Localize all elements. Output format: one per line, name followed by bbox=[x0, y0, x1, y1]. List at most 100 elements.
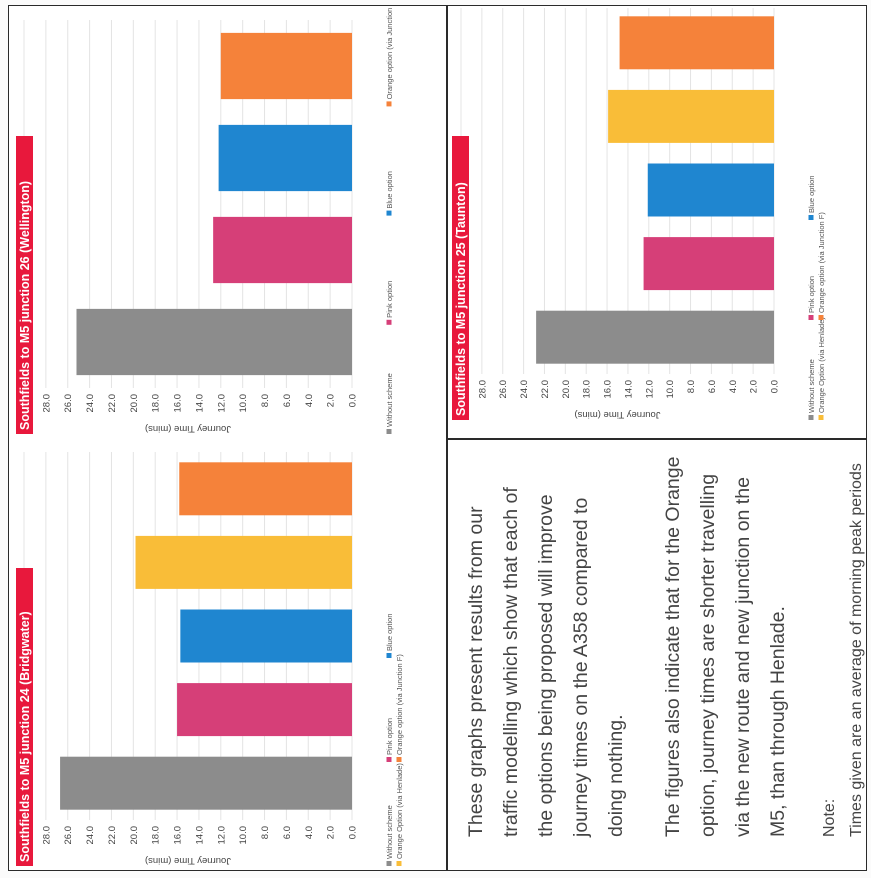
y-tick-label: 28.0 bbox=[41, 394, 52, 413]
legend-swatch bbox=[386, 861, 392, 866]
y-axis-label: Journey Time (mins) bbox=[145, 855, 231, 866]
y-tick-label: 28.0 bbox=[477, 380, 488, 399]
legend-item-blue-option: Blue option bbox=[807, 175, 816, 220]
y-axis-label: Journey Time (mins) bbox=[145, 423, 231, 434]
y-tick-label: 2.0 bbox=[749, 380, 760, 393]
y-tick-label: 0.0 bbox=[348, 394, 359, 407]
y-tick-label: 10.0 bbox=[238, 826, 249, 845]
y-axis-label: Journey Time (mins) bbox=[574, 409, 660, 420]
y-tick-label: 4.0 bbox=[304, 826, 315, 839]
bar-orange-option-via-henlade bbox=[608, 89, 774, 143]
panel-divider-horizontal bbox=[446, 438, 867, 440]
y-tick-label: 24.0 bbox=[519, 380, 530, 399]
y-tick-label: 0.0 bbox=[348, 826, 359, 839]
bar-without-scheme bbox=[536, 310, 775, 364]
y-tick-label: 28.0 bbox=[41, 826, 52, 845]
legend-item-orange-option-via-junction-f: Orange option (via Junction F) bbox=[395, 654, 404, 762]
bar-pink-option bbox=[177, 683, 352, 737]
legend-swatch bbox=[396, 861, 402, 866]
legend-swatch bbox=[818, 415, 824, 420]
legend-label: Without scheme bbox=[385, 805, 394, 859]
legend-item-orange-option-via-henlade: Orange Option (via Henlade) bbox=[395, 763, 404, 866]
y-tick-label: 4.0 bbox=[304, 394, 315, 407]
y-tick-label: 14.0 bbox=[194, 826, 205, 845]
y-tick-label: 26.0 bbox=[498, 380, 509, 399]
bar-without-scheme bbox=[76, 308, 352, 376]
legend-label: Orange option (via Junction F) bbox=[385, 8, 394, 99]
y-tick-label: 8.0 bbox=[260, 394, 271, 407]
y-tick-label: 10.0 bbox=[665, 380, 676, 399]
legend-label: Without scheme bbox=[385, 373, 394, 427]
bar-orange-option-via-junction-f bbox=[220, 32, 352, 100]
chart-title: Southfields to M5 junction 24 (Bridgwate… bbox=[16, 568, 33, 866]
legend-item-blue-option: Blue option bbox=[385, 171, 394, 216]
y-tick-label: 20.0 bbox=[129, 394, 140, 413]
legend-label: Blue option bbox=[807, 175, 816, 213]
legend-swatch bbox=[386, 429, 392, 434]
y-tick-label: 6.0 bbox=[707, 380, 718, 393]
bar-orange-option-via-junction-f bbox=[619, 16, 774, 70]
legend-swatch bbox=[386, 757, 392, 762]
orange-paragraph: The figures also indicate that for the O… bbox=[662, 456, 789, 837]
y-tick-label: 0.0 bbox=[770, 380, 781, 393]
note-text: Times given are an average of morning pe… bbox=[848, 463, 865, 837]
y-tick-label: 8.0 bbox=[686, 380, 697, 393]
legend-label: Orange option (via Junction F) bbox=[395, 654, 404, 755]
y-tick-label: 22.0 bbox=[107, 394, 118, 413]
y-tick-label: 20.0 bbox=[129, 826, 140, 845]
bar-without-scheme bbox=[60, 756, 353, 810]
legend-item-pink-option: Pink option bbox=[385, 718, 394, 762]
chart-title-text: Southfields to M5 junction 25 (Taunton) bbox=[454, 182, 468, 416]
legend-label: Pink option bbox=[385, 281, 394, 318]
legend-item-orange-option-via-junction-f: Orange option (via Junction F) bbox=[385, 8, 394, 107]
text-panel-rotated: These graphs present results from our tr… bbox=[447, 439, 867, 859]
legend-item-pink-option: Pink option bbox=[385, 281, 394, 325]
chart-junction-25: 0.0 2.0 4.0 6.0 8.0 10.0 12.0 14.0 16.0 18.0 20.0 2… bbox=[452, 8, 826, 420]
chart-rotated-group: 0.0 2.0 4.0 6.0 8.0 10.0 12.0 14.0 16.0 18.0 20.0 2… bbox=[16, 452, 404, 866]
y-tick-label: 12.0 bbox=[644, 380, 655, 399]
bar-pink-option bbox=[643, 237, 774, 291]
y-tick-label: 12.0 bbox=[216, 826, 227, 845]
legend-swatch bbox=[396, 757, 402, 762]
legend-label: Orange option (via Junction F) bbox=[817, 212, 826, 313]
y-tick-label: 16.0 bbox=[173, 394, 184, 413]
legend-swatch bbox=[818, 315, 824, 320]
legend-swatch bbox=[386, 101, 392, 107]
bar-pink-option bbox=[213, 216, 352, 284]
y-tick-label: 4.0 bbox=[728, 380, 739, 393]
y-tick-label: 26.0 bbox=[63, 394, 74, 413]
y-tick-label: 14.0 bbox=[194, 394, 205, 413]
legend-swatch bbox=[386, 319, 392, 325]
y-tick-label: 24.0 bbox=[85, 826, 96, 845]
legend-item-without-scheme: Without scheme bbox=[385, 805, 394, 866]
legend-item-pink-option: Pink option bbox=[807, 276, 816, 320]
y-tick-label: 12.0 bbox=[216, 394, 227, 413]
legend-swatch bbox=[386, 210, 392, 216]
legend-swatch bbox=[808, 315, 814, 320]
legend-label: Without scheme bbox=[807, 359, 816, 413]
chart-rotated-group: 0.0 2.0 4.0 6.0 8.0 10.0 12.0 14.0 16.0 18.0 20.0 2… bbox=[452, 8, 826, 420]
bar-blue-option bbox=[218, 124, 352, 192]
legend-label: Pink option bbox=[385, 718, 394, 755]
bar-orange-option-via-junction-f bbox=[179, 462, 352, 516]
legend-label: Orange Option (via Henlade) bbox=[817, 317, 826, 413]
chart-junction-26: 0.0 2.0 4.0 6.0 8.0 10.0 12.0 14.0 16.0 18.0 20.0 2… bbox=[16, 8, 394, 434]
legend-label: Blue option bbox=[385, 171, 394, 209]
y-tick-label: 20.0 bbox=[561, 380, 572, 399]
y-tick-label: 6.0 bbox=[282, 394, 293, 407]
intro-paragraph: These graphs present results from our tr… bbox=[465, 487, 627, 837]
y-tick-label: 6.0 bbox=[282, 826, 293, 839]
y-tick-label: 26.0 bbox=[63, 826, 74, 845]
chart-title-text: Southfields to M5 junction 24 (Bridgwate… bbox=[18, 611, 32, 862]
text-panel: These graphs present results from our tr… bbox=[447, 439, 871, 859]
y-tick-label: 2.0 bbox=[326, 394, 337, 407]
y-tick-label: 18.0 bbox=[151, 394, 162, 413]
y-tick-label: 24.0 bbox=[85, 394, 96, 413]
legend-swatch bbox=[808, 215, 814, 220]
note-label: Note: bbox=[821, 798, 838, 837]
y-tick-label: 16.0 bbox=[603, 380, 614, 399]
chart-junction-24: 0.0 2.0 4.0 6.0 8.0 10.0 12.0 14.0 16.0 18.0 20.0 2… bbox=[16, 452, 404, 866]
bar-blue-option bbox=[180, 609, 352, 663]
bar-blue-option bbox=[647, 163, 774, 217]
legend-item-without-scheme: Without scheme bbox=[385, 373, 394, 434]
